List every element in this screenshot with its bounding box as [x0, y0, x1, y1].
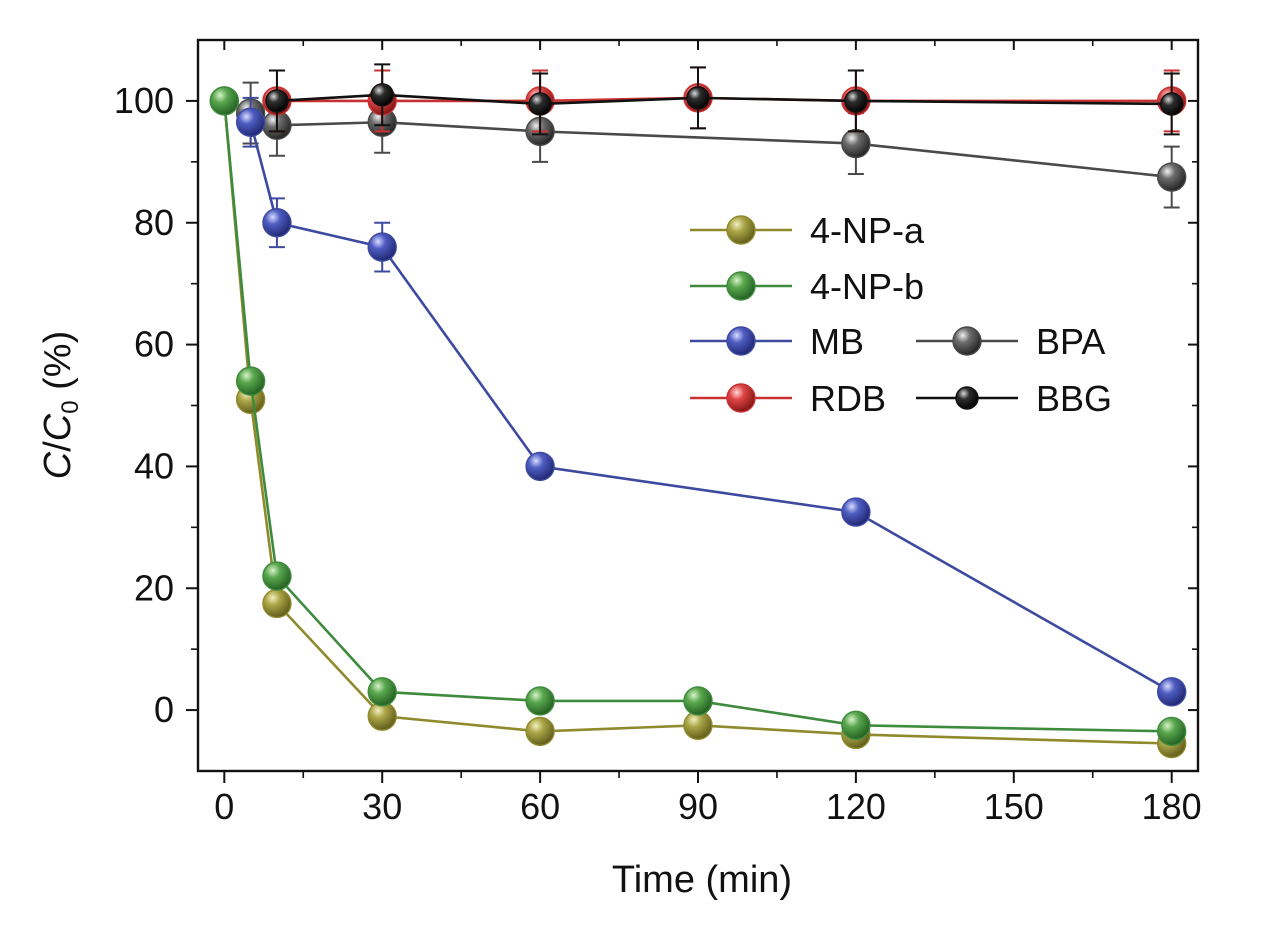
4-np-b-point [262, 561, 292, 591]
legend-item-bpa: BPA [916, 321, 1105, 362]
y-axis-tick-labels: 0 20 40 60 80 100 [114, 80, 174, 730]
series-mb [235, 96, 1187, 707]
series-4-np-a [209, 86, 1187, 759]
y-tick-label: 60 [134, 324, 174, 365]
x-tick-label: 0 [214, 786, 234, 827]
mb-point [841, 497, 871, 527]
bpa-point [1156, 162, 1187, 192]
4-np-b-point [1156, 716, 1187, 747]
y-axis-label-subscript: 0 [57, 400, 84, 413]
y-axis-label-c0: C [37, 413, 79, 441]
legend-marker-4-np-b [726, 271, 756, 301]
mb-point [525, 451, 555, 482]
legend-label-mb: MB [810, 321, 864, 362]
bbg-point [686, 86, 710, 110]
x-tick-label: 90 [678, 786, 718, 827]
y-tick-label: 80 [134, 202, 174, 243]
x-tick-label: 150 [984, 786, 1044, 827]
mb-point [262, 208, 292, 238]
mb-line [249, 121, 1173, 693]
mb-point [1156, 677, 1187, 707]
bpa-point [841, 128, 871, 159]
4-np-b-point [209, 86, 240, 116]
legend-label-bbg: BBG [1036, 378, 1112, 419]
4-np-b-line [223, 100, 1172, 733]
legend-label-rdb: RDB [810, 378, 886, 419]
axis-ticks [186, 40, 1198, 783]
series-4-np-b [209, 86, 1187, 747]
bbg-point [528, 92, 552, 116]
bbg-line [276, 93, 1172, 106]
legend-item-rdb: RDB [690, 378, 886, 419]
mb-point [235, 107, 266, 137]
y-tick-label: 20 [134, 567, 174, 608]
mb-point [367, 232, 397, 262]
data-series-layer [209, 63, 1187, 759]
4-np-a-point [262, 588, 292, 619]
4-np-b-point [683, 686, 713, 716]
y-tick-label: 0 [154, 689, 174, 730]
legend-item-4-np-b: 4-NP-b [690, 266, 924, 307]
legend: 4-NP-a 4-NP-b MB RDB BPA BBG [690, 210, 1112, 419]
legend-item-bbg: BBG [916, 378, 1112, 419]
legend-marker-bpa [952, 326, 982, 356]
x-tick-label: 120 [826, 786, 886, 827]
4-np-a-point [525, 716, 555, 747]
x-tick-label: 180 [1142, 786, 1202, 827]
legend-marker-bbg [955, 386, 979, 410]
4-np-b-point [235, 366, 266, 396]
legend-marker-mb [726, 326, 756, 356]
legend-item-mb: MB [690, 321, 864, 362]
x-axis-label: Time (min) [612, 859, 792, 901]
y-tick-label: 100 [114, 80, 174, 121]
bbg-point [265, 89, 289, 113]
y-axis-label-c: C [37, 451, 79, 479]
x-tick-label: 30 [362, 786, 402, 827]
legend-marker-4-np-a [726, 215, 756, 245]
legend-label-bpa: BPA [1036, 321, 1105, 362]
4-np-a-line [223, 100, 1172, 745]
legend-marker-rdb [726, 383, 756, 413]
y-tick-label: 40 [134, 445, 174, 486]
bbg-point [1159, 92, 1184, 116]
4-np-b-point [841, 710, 871, 741]
bbg-point [370, 83, 394, 107]
legend-item-4-np-a: 4-NP-a [690, 210, 925, 251]
series-bbg [265, 63, 1184, 136]
y-axis-label-slash: / [37, 441, 79, 452]
legend-label-4-np-a: 4-NP-a [810, 210, 925, 251]
x-axis-tick-labels: 0 30 60 90 120 150 180 [214, 786, 1201, 827]
4-np-b-point [525, 686, 555, 716]
4-np-b-point [367, 677, 397, 707]
bbg-point [844, 89, 868, 113]
x-tick-label: 60 [520, 786, 560, 827]
y-axis-label-unit: (%) [37, 331, 79, 401]
y-axis-label: C/C0 (%) [37, 331, 84, 479]
legend-label-4-np-b: 4-NP-b [810, 266, 924, 307]
